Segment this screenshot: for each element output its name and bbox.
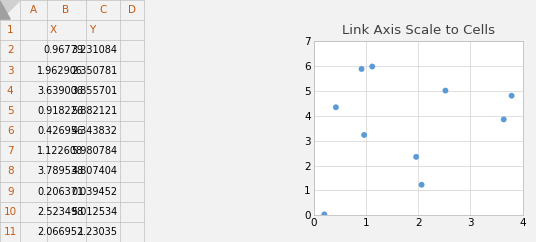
Point (507, 94, 516, 98)
Text: 3.789538: 3.789538 (37, 166, 83, 176)
Point (332, 105, 340, 109)
Text: A: A (30, 5, 37, 15)
Text: 5: 5 (7, 106, 13, 116)
Text: 3.639006: 3.639006 (38, 86, 83, 96)
Text: 2.066952: 2.066952 (37, 227, 83, 237)
Text: 11: 11 (4, 227, 17, 237)
Text: 3.231084: 3.231084 (72, 45, 118, 55)
Polygon shape (0, 0, 20, 20)
Text: 2: 2 (7, 45, 13, 55)
Text: 0.918226: 0.918226 (37, 106, 83, 116)
Point (320, 212, 329, 216)
Point (412, 155, 420, 159)
Text: 4: 4 (7, 86, 13, 96)
Text: 4.343832: 4.343832 (72, 126, 118, 136)
Text: 0.206371: 0.206371 (37, 187, 83, 197)
Text: C: C (99, 5, 107, 15)
Text: 3: 3 (7, 66, 13, 76)
Text: 1: 1 (7, 25, 13, 35)
Text: B: B (63, 5, 70, 15)
Text: 0.039452: 0.039452 (71, 187, 118, 197)
Text: 10: 10 (4, 207, 17, 217)
Text: 6: 6 (7, 126, 13, 136)
Text: 1.962906: 1.962906 (37, 66, 83, 76)
Polygon shape (0, 1, 10, 19)
Text: 7: 7 (7, 146, 13, 156)
Text: 1.122608: 1.122608 (37, 146, 83, 156)
Text: 5.882121: 5.882121 (71, 106, 118, 116)
Point (368, 65, 376, 68)
Text: 5.980784: 5.980784 (71, 146, 118, 156)
Point (360, 133, 368, 137)
Text: X: X (49, 25, 57, 35)
Text: 0.96779: 0.96779 (43, 45, 83, 55)
Text: 8: 8 (7, 166, 13, 176)
Text: D: D (128, 5, 136, 15)
Point (358, 67, 366, 71)
Text: 4.807404: 4.807404 (72, 166, 118, 176)
Text: Y: Y (88, 25, 95, 35)
Point (441, 89, 450, 92)
Text: 3.855701: 3.855701 (71, 86, 118, 96)
Text: 9: 9 (7, 187, 13, 197)
Title: Link Axis Scale to Cells: Link Axis Scale to Cells (341, 24, 495, 37)
Text: 0.426956: 0.426956 (37, 126, 83, 136)
Text: 5.012534: 5.012534 (71, 207, 118, 217)
Text: 1.23035: 1.23035 (78, 227, 118, 237)
Point (500, 117, 508, 121)
Text: 2.350781: 2.350781 (71, 66, 118, 76)
Point (418, 183, 426, 187)
Text: 2.523498: 2.523498 (37, 207, 83, 217)
